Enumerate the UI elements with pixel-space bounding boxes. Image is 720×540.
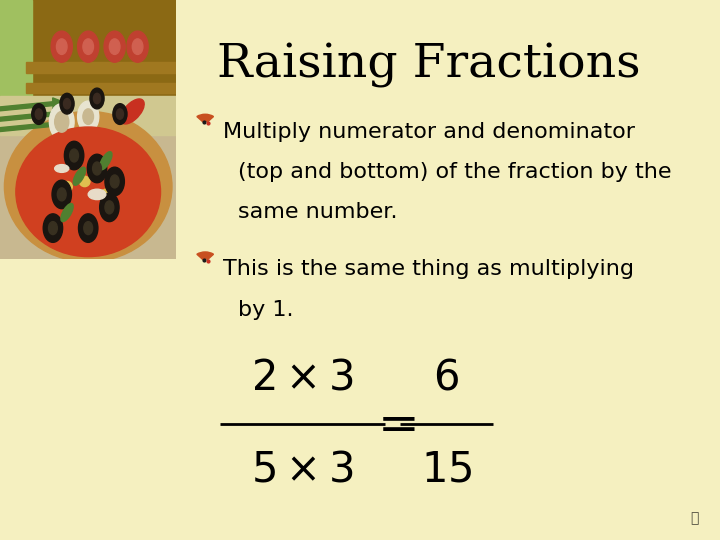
Text: $6$: $6$ — [433, 357, 459, 399]
Ellipse shape — [120, 99, 144, 124]
Text: 🔊: 🔊 — [690, 511, 698, 525]
Bar — [27, 62, 176, 72]
Circle shape — [56, 39, 67, 55]
Circle shape — [48, 221, 58, 234]
Circle shape — [32, 104, 46, 124]
Circle shape — [35, 109, 42, 119]
Text: $5 \times 3$: $5 \times 3$ — [251, 449, 354, 491]
Circle shape — [105, 201, 114, 214]
Circle shape — [109, 39, 120, 55]
Circle shape — [127, 31, 148, 62]
Circle shape — [64, 141, 84, 170]
FancyArrow shape — [0, 98, 65, 111]
Circle shape — [78, 101, 99, 132]
Circle shape — [60, 93, 74, 114]
Circle shape — [70, 149, 78, 162]
Text: $15$: $15$ — [420, 449, 472, 491]
Ellipse shape — [62, 181, 72, 192]
Text: $=$: $=$ — [368, 399, 417, 449]
Wedge shape — [197, 252, 214, 259]
Circle shape — [84, 221, 93, 234]
Text: Multiply numerator and denominator: Multiply numerator and denominator — [223, 122, 635, 141]
Ellipse shape — [89, 189, 106, 200]
Bar — [0, 0, 32, 104]
Circle shape — [110, 175, 119, 188]
Bar — [27, 0, 176, 104]
Circle shape — [50, 104, 74, 140]
Text: by 1.: by 1. — [238, 300, 293, 320]
Wedge shape — [197, 114, 214, 122]
Circle shape — [117, 109, 124, 119]
Circle shape — [93, 162, 102, 175]
Circle shape — [104, 31, 125, 62]
Circle shape — [51, 31, 72, 62]
Circle shape — [132, 39, 143, 55]
Circle shape — [83, 39, 94, 55]
Circle shape — [63, 98, 71, 109]
Ellipse shape — [4, 111, 172, 262]
Circle shape — [83, 109, 94, 124]
FancyArrow shape — [0, 119, 65, 132]
Circle shape — [55, 111, 69, 132]
FancyArrow shape — [0, 108, 65, 121]
Circle shape — [90, 88, 104, 109]
Circle shape — [87, 154, 107, 183]
Ellipse shape — [61, 204, 73, 221]
Circle shape — [94, 93, 101, 104]
Text: $2 \times 3$: $2 \times 3$ — [251, 357, 354, 399]
Text: Raising Fractions: Raising Fractions — [217, 43, 640, 89]
Text: same number.: same number. — [238, 202, 397, 222]
Circle shape — [113, 104, 127, 124]
Ellipse shape — [73, 167, 86, 185]
Circle shape — [43, 214, 63, 242]
Text: (top and bottom) of the fraction by the: (top and bottom) of the fraction by the — [238, 162, 671, 182]
Circle shape — [105, 167, 125, 195]
Ellipse shape — [101, 189, 111, 200]
Circle shape — [78, 214, 98, 242]
Circle shape — [58, 188, 66, 201]
Ellipse shape — [16, 127, 161, 256]
Circle shape — [99, 193, 119, 221]
Bar — [27, 83, 176, 93]
Circle shape — [52, 180, 71, 208]
Text: This is the same thing as multiplying: This is the same thing as multiplying — [223, 259, 634, 279]
Ellipse shape — [99, 152, 112, 170]
Bar — [0, 96, 176, 135]
Ellipse shape — [79, 176, 90, 187]
Circle shape — [78, 31, 99, 62]
Ellipse shape — [55, 165, 69, 172]
